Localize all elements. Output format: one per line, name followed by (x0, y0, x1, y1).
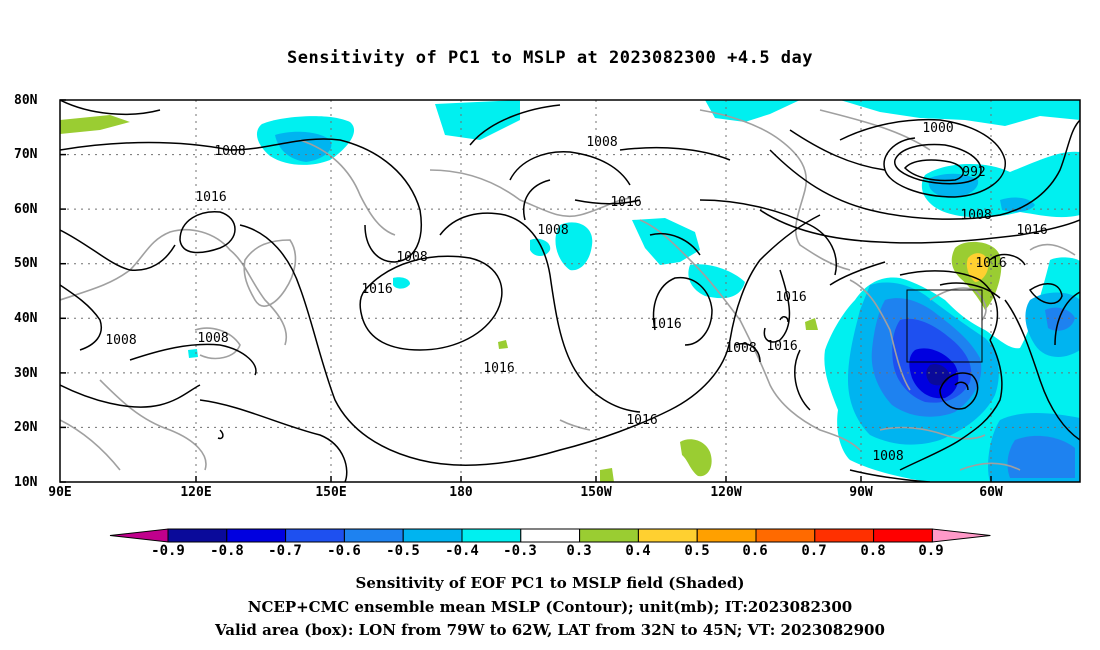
negative-patch (530, 238, 551, 256)
colorbar-swatch (755, 528, 816, 543)
contour-label: 1016 (626, 413, 657, 428)
contour-label: 1016 (650, 317, 681, 332)
contour-label: 1000 (922, 121, 953, 136)
negative-patch (830, 342, 846, 360)
contour-label: 1016 (1016, 223, 1047, 238)
positive-patch (498, 340, 508, 349)
colorbar-low-end (109, 528, 169, 543)
caption-shading: Sensitivity of EOF PC1 to MSLP field (Sh… (355, 574, 745, 592)
contour-label: 1008 (960, 208, 991, 223)
contour-label: 1008 (214, 144, 245, 159)
colorbar-label: 0.8 (860, 543, 886, 559)
colorbar-swatch (579, 528, 639, 543)
colorbar-swatch (637, 528, 698, 543)
caption-contour: NCEP+CMC ensemble mean MSLP (Contour); u… (247, 598, 853, 616)
colorbar-label: -0.8 (210, 543, 244, 559)
lat-label: 80N (14, 93, 38, 108)
contour-label: 1008 (197, 331, 228, 346)
contour-label: 1008 (396, 250, 427, 265)
lat-label: 40N (14, 311, 38, 326)
contour-label: 1016 (610, 195, 641, 210)
colorbar-label: -0.6 (327, 543, 361, 559)
colorbar (109, 528, 991, 543)
positive-yellow (966, 253, 989, 282)
colorbar-high-end (931, 528, 991, 543)
colorbar-label: -0.3 (503, 543, 537, 559)
colorbar-label: 0.5 (684, 543, 710, 559)
lon-label: 120E (180, 485, 212, 500)
colorbar-swatch (461, 528, 522, 543)
positive-patch (805, 318, 818, 330)
colorbar-swatch (696, 528, 757, 543)
lon-label: 150E (315, 485, 347, 500)
negative-patch (1000, 197, 1035, 213)
lat-label: 70N (14, 147, 38, 162)
contour-label: 1008 (725, 341, 756, 356)
lat-label: 30N (14, 366, 38, 381)
chart-title: Sensitivity of PC1 to MSLP at 2023082300… (286, 48, 813, 68)
colorbar-label: 0.4 (625, 543, 651, 559)
negative-patch (188, 349, 198, 358)
valid-area-box (906, 289, 983, 363)
colorbar-label: -0.4 (445, 543, 479, 559)
mslp-contours (60, 100, 1080, 482)
colorbar-swatch (814, 528, 875, 543)
lat-label: 20N (14, 420, 38, 435)
lat-label: 60N (14, 202, 38, 217)
colorbar-swatch (285, 528, 345, 543)
contour-label: 1016 (483, 361, 514, 376)
colorbar-label: -0.9 (151, 543, 185, 559)
colorbar-label: 0.6 (742, 543, 768, 559)
lon-label: 90W (849, 485, 873, 500)
map-frame (59, 99, 1081, 483)
contour-label: 1008 (872, 449, 903, 464)
colorbar-swatch (167, 528, 228, 543)
positive-patch (60, 115, 130, 134)
contour-label: 1016 (775, 290, 806, 305)
colorbar-label: -0.7 (268, 543, 302, 559)
lat-lon-grid (60, 100, 1080, 482)
axis-ticks (60, 99, 992, 483)
negative-patch (555, 222, 593, 271)
caption-valid-area: Valid area (box): LON from 79W to 62W, L… (215, 621, 885, 639)
lon-label: 120W (710, 485, 742, 500)
negative-patch (1007, 435, 1075, 478)
lat-label: 10N (14, 475, 38, 490)
colorbar-swatch (226, 528, 287, 543)
colorbar-swatch (520, 528, 581, 543)
colorbar-label: -0.5 (386, 543, 420, 559)
colorbar-swatch (402, 528, 463, 543)
contour-label: 1016 (361, 282, 392, 297)
negative-patch (840, 100, 1080, 126)
contour-labels: 1008 1016 1008 1008 1008 1016 1016 1016 … (105, 121, 1047, 464)
lon-label: 90E (48, 485, 72, 500)
contour-label: 1008 (586, 135, 617, 150)
colorbar-label: 0.9 (918, 543, 944, 559)
positive-patch (680, 439, 712, 477)
negative-patch (435, 100, 520, 140)
colorbar-label: 0.7 (801, 543, 827, 559)
contour-label: 1008 (537, 223, 568, 238)
negative-patch (393, 277, 410, 289)
contour-label: 1016 (766, 339, 797, 354)
negative-patch (926, 364, 950, 386)
lat-label: 50N (14, 256, 38, 271)
contour-label: 1016 (975, 256, 1006, 271)
contour-label: 1008 (105, 333, 136, 348)
lon-label: 180 (449, 485, 473, 500)
lon-label: 60W (979, 485, 1003, 500)
colorbar-swatch (873, 528, 933, 543)
colorbar-label: 0.3 (566, 543, 592, 559)
positive-patch (600, 468, 614, 482)
lon-label: 150W (580, 485, 612, 500)
contour-label: 992 (962, 165, 985, 180)
colorbar-swatch (343, 528, 404, 543)
negative-patch (1045, 307, 1075, 331)
contour-label: 1016 (195, 190, 226, 205)
